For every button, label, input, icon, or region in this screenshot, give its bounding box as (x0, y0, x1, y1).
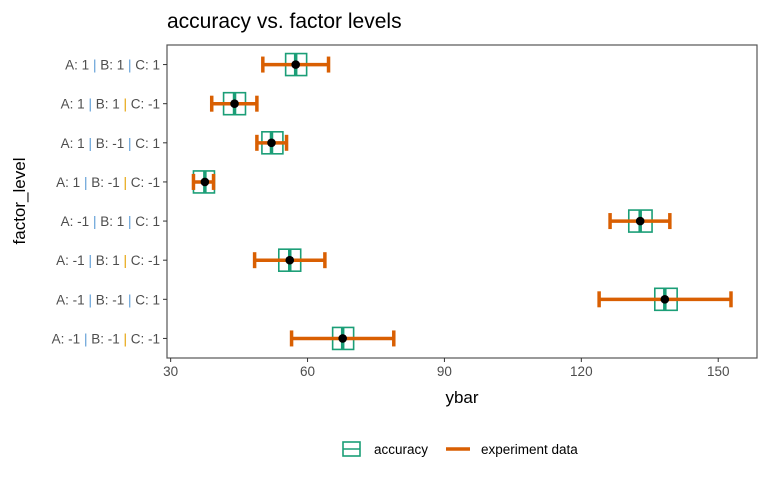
data-row (252, 248, 327, 272)
data-row (608, 209, 672, 233)
mean-point (230, 99, 239, 108)
label-factor: A: -1 (56, 253, 85, 268)
label-separator: | (85, 292, 96, 307)
label-separator: | (120, 97, 131, 112)
legend-label-experiment: experiment data (481, 442, 578, 457)
y-tick-label: A: -1 | B: 1 | C: 1 (61, 214, 160, 229)
label-factor: A: -1 (56, 292, 85, 307)
label-separator: | (124, 214, 135, 229)
y-tick-label: A: 1 | B: 1 | C: -1 (61, 97, 160, 112)
label-factor: C: 1 (135, 214, 160, 229)
data-row (597, 287, 733, 312)
y-tick-label: A: -1 | B: -1 | C: 1 (56, 292, 160, 307)
label-separator: | (89, 58, 100, 73)
label-separator: | (120, 175, 131, 190)
x-axis-label: ybar (445, 388, 478, 407)
label-factor: A: -1 (61, 214, 90, 229)
mean-point (200, 177, 210, 187)
data-row (209, 91, 259, 116)
x-tick-label: 60 (300, 364, 315, 379)
plot-panel (166, 44, 758, 359)
y-tick-label: A: 1 | B: -1 | C: 1 (61, 136, 160, 151)
label-separator: | (85, 97, 96, 112)
x-tick-label: 120 (570, 364, 593, 379)
label-factor: C: -1 (131, 253, 160, 268)
label-separator: | (124, 292, 135, 307)
label-separator: | (85, 253, 96, 268)
label-factor: A: 1 (61, 97, 85, 112)
y-tick-label: A: -1 | B: -1 | C: -1 (52, 331, 160, 346)
x-tick-label: 150 (707, 364, 730, 379)
label-separator: | (89, 214, 100, 229)
mean-point (338, 334, 347, 343)
mean-point (660, 295, 670, 304)
mean-point (267, 138, 276, 148)
legend-label-accuracy: accuracy (374, 442, 428, 457)
label-separator: | (80, 331, 91, 346)
label-factor: C: -1 (131, 331, 160, 346)
label-factor: A: 1 (61, 136, 85, 151)
label-factor: B: -1 (91, 175, 120, 190)
chart-title: accuracy vs. factor levels (167, 10, 402, 33)
x-tick-label: 90 (437, 364, 452, 379)
data-row (191, 170, 216, 194)
label-factor: C: 1 (135, 292, 160, 307)
label-factor: C: 1 (135, 136, 160, 151)
y-tick-label: A: -1 | B: 1 | C: -1 (56, 253, 160, 268)
label-factor: A: 1 (65, 58, 89, 73)
label-factor: B: 1 (100, 58, 124, 73)
label-separator: | (124, 136, 135, 151)
legend: accuracy experiment data (342, 441, 578, 457)
y-tick-label: A: 1 | B: 1 | C: 1 (65, 58, 160, 73)
mean-point (285, 255, 295, 265)
data-row (261, 52, 331, 77)
x-tick-label: 30 (163, 364, 178, 379)
label-factor: B: -1 (96, 292, 125, 307)
label-separator: | (80, 175, 91, 190)
label-factor: C: 1 (135, 58, 160, 73)
y-tick-label: A: 1 | B: -1 | C: -1 (56, 175, 160, 190)
label-separator: | (124, 58, 135, 73)
label-factor: A: 1 (56, 175, 80, 190)
mean-point (291, 60, 300, 69)
label-factor: C: -1 (131, 97, 160, 112)
label-factor: B: 1 (96, 253, 120, 268)
label-separator: | (120, 331, 131, 346)
label-separator: | (120, 253, 131, 268)
label-separator: | (85, 136, 96, 151)
label-factor: B: 1 (96, 97, 120, 112)
label-factor: B: -1 (91, 331, 120, 346)
mean-point (635, 216, 645, 226)
data-row (255, 131, 289, 155)
data-row (289, 326, 396, 351)
label-factor: C: -1 (131, 175, 160, 190)
label-factor: B: -1 (96, 136, 125, 151)
y-axis-label: factor_level (10, 158, 29, 245)
label-factor: A: -1 (52, 331, 81, 346)
label-factor: B: 1 (100, 214, 124, 229)
